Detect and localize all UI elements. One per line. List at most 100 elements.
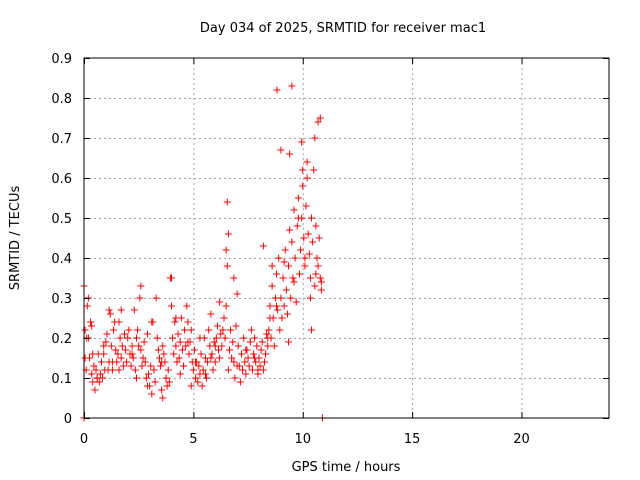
data-point bbox=[176, 338, 184, 346]
x-tick-labels: 0 5 10 15 20 bbox=[80, 432, 530, 447]
data-point bbox=[103, 330, 111, 338]
data-point bbox=[168, 302, 175, 310]
data-point bbox=[172, 342, 180, 350]
data-point bbox=[309, 238, 317, 246]
data-point bbox=[160, 350, 168, 358]
data-point bbox=[292, 298, 300, 306]
y-tick-labels: 0 0.1 0.2 0.3 0.4 0.5 0.6 0.7 0.8 0.9 bbox=[51, 52, 72, 427]
data-point bbox=[285, 338, 293, 346]
data-point bbox=[183, 302, 191, 310]
data-point bbox=[293, 222, 301, 230]
data-point bbox=[281, 246, 289, 254]
data-point bbox=[316, 114, 324, 122]
data-point bbox=[178, 346, 186, 354]
data-point bbox=[139, 354, 147, 362]
data-point bbox=[315, 234, 323, 242]
data-point bbox=[224, 230, 232, 238]
data-point bbox=[280, 258, 288, 266]
data-point bbox=[119, 362, 127, 370]
data-point bbox=[259, 242, 267, 250]
axis-ticks bbox=[84, 58, 609, 419]
data-point bbox=[289, 274, 297, 282]
data-point bbox=[225, 346, 233, 354]
data-point bbox=[299, 166, 307, 174]
data-point bbox=[91, 386, 99, 394]
data-point bbox=[92, 366, 100, 374]
data-point bbox=[171, 318, 179, 326]
data-point bbox=[300, 234, 308, 242]
data-point bbox=[266, 314, 274, 322]
data-point bbox=[185, 350, 193, 358]
data-point bbox=[232, 322, 240, 330]
y-tick-label: 0.3 bbox=[51, 292, 72, 307]
data-point bbox=[117, 306, 125, 314]
data-point bbox=[282, 286, 290, 294]
data-point bbox=[262, 350, 270, 358]
chart-title: Day 034 of 2025, SRMTID for receiver mac… bbox=[200, 21, 486, 36]
data-point bbox=[236, 378, 244, 386]
data-point bbox=[83, 302, 91, 310]
data-point bbox=[114, 350, 122, 358]
data-point bbox=[301, 254, 309, 262]
data-point bbox=[137, 346, 145, 354]
data-point bbox=[88, 370, 96, 378]
data-point bbox=[106, 310, 114, 318]
data-point bbox=[224, 366, 232, 374]
grid-lines bbox=[84, 58, 609, 418]
data-point bbox=[175, 354, 183, 362]
y-tick-label: 0.5 bbox=[51, 212, 72, 227]
data-point bbox=[251, 354, 259, 362]
data-point bbox=[133, 334, 140, 342]
data-point bbox=[241, 358, 249, 366]
data-point bbox=[317, 278, 325, 286]
data-point bbox=[273, 86, 281, 94]
data-point bbox=[81, 326, 89, 334]
data-point bbox=[288, 238, 296, 246]
data-point bbox=[297, 246, 305, 254]
data-point bbox=[303, 174, 311, 182]
data-point bbox=[165, 378, 173, 386]
data-point bbox=[230, 274, 238, 282]
data-point bbox=[162, 374, 170, 382]
data-point bbox=[312, 222, 320, 230]
data-point bbox=[85, 354, 93, 362]
data-point bbox=[273, 270, 280, 278]
data-point bbox=[234, 342, 242, 350]
data-point bbox=[314, 262, 322, 270]
x-tick-label: 15 bbox=[404, 432, 421, 447]
data-point bbox=[100, 342, 108, 350]
data-point bbox=[221, 334, 229, 342]
data-point bbox=[228, 354, 236, 362]
data-point bbox=[98, 358, 105, 366]
data-point bbox=[238, 350, 245, 358]
data-point bbox=[274, 306, 282, 314]
data-point bbox=[257, 346, 265, 354]
data-point bbox=[173, 358, 181, 366]
data-point bbox=[151, 378, 159, 386]
data-point bbox=[207, 310, 215, 318]
data-point bbox=[294, 214, 302, 222]
data-point bbox=[205, 326, 213, 334]
data-point bbox=[203, 374, 210, 382]
data-point bbox=[230, 358, 238, 366]
data-point bbox=[313, 254, 321, 262]
data-point bbox=[117, 354, 125, 362]
data-point bbox=[124, 334, 132, 342]
data-point bbox=[138, 362, 146, 370]
y-tick-label: 0.2 bbox=[51, 332, 72, 347]
data-point bbox=[100, 350, 108, 358]
data-point bbox=[278, 314, 286, 322]
data-point bbox=[130, 306, 138, 314]
data-point bbox=[105, 306, 113, 314]
data-point bbox=[311, 282, 319, 290]
data-point bbox=[220, 314, 228, 322]
data-point bbox=[308, 326, 315, 334]
data-point bbox=[196, 334, 204, 342]
data-point bbox=[159, 394, 167, 402]
data-point bbox=[276, 326, 284, 334]
data-point bbox=[135, 342, 143, 350]
data-point bbox=[306, 294, 314, 302]
data-point bbox=[199, 366, 207, 374]
data-point bbox=[268, 282, 276, 290]
data-point bbox=[96, 370, 104, 378]
